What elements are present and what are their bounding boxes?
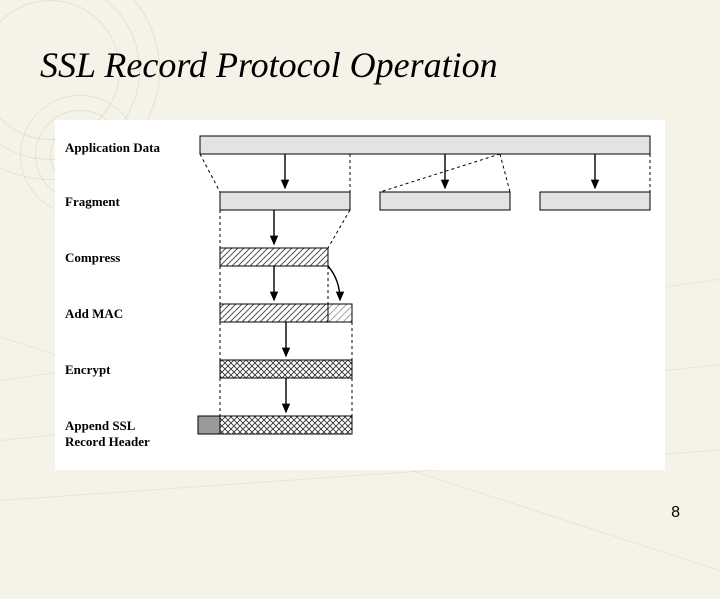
label-record-header: Record Header bbox=[65, 434, 150, 450]
label-add-mac: Add MAC bbox=[65, 306, 123, 322]
diagram-panel bbox=[55, 120, 665, 470]
label-encrypt: Encrypt bbox=[65, 362, 111, 378]
label-compress: Compress bbox=[65, 250, 120, 266]
label-fragment: Fragment bbox=[65, 194, 120, 210]
slide-title: SSL Record Protocol Operation bbox=[40, 44, 498, 86]
label-application-data: Application Data bbox=[65, 140, 160, 156]
page-number: 8 bbox=[671, 504, 680, 522]
label-append-ssl: Append SSL bbox=[65, 418, 135, 434]
